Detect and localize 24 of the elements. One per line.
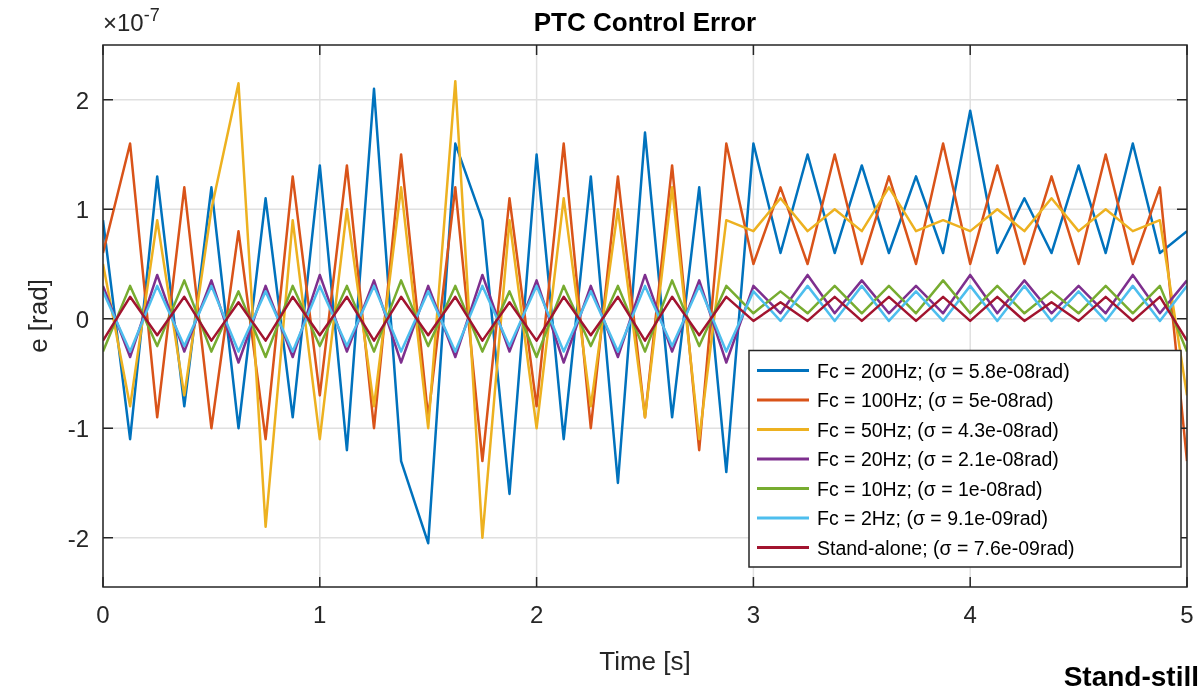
legend-label: Fc = 10Hz; (σ = 1e-08rad) bbox=[817, 477, 1043, 500]
x-tick-label: 2 bbox=[529, 601, 544, 628]
x-tick-label: 0 bbox=[96, 601, 110, 628]
legend-label: Fc = 100Hz; (σ = 5e-08rad) bbox=[817, 389, 1054, 411]
x-tick-label: 5 bbox=[1180, 601, 1194, 628]
y-tick-label: 1 bbox=[75, 196, 89, 224]
text: ×10$^{-7}$ bbox=[103, 5, 160, 36]
legend-label: Stand-alone; (σ = 7.6e-09rad) bbox=[817, 536, 1075, 559]
y-axis-title: e [rad] bbox=[23, 279, 53, 353]
legend-label: Fc = 200Hz; (σ = 5.8e-08rad) bbox=[817, 359, 1070, 382]
x-axis-title: Time [s] bbox=[599, 646, 691, 676]
line-series bbox=[103, 295, 1187, 342]
y-tick-label: -1 bbox=[67, 415, 89, 443]
y-tick-label: 0 bbox=[75, 305, 89, 333]
x-tick-label: 1 bbox=[313, 601, 327, 628]
legend-label: Fc = 2Hz; (σ = 9.1e-09rad) bbox=[817, 507, 1048, 529]
text: Stand-still bbox=[1063, 661, 1199, 688]
x-tick-label: 3 bbox=[746, 601, 761, 628]
chart-title: PTC Control Error bbox=[533, 7, 757, 37]
legend-label: Fc = 50Hz; (σ = 4.3e-08rad) bbox=[817, 418, 1059, 441]
y-tick-label: 2 bbox=[75, 86, 89, 114]
x-tick-label: 4 bbox=[963, 601, 977, 628]
legend-label: Fc = 20Hz; (σ = 2.1e-08rad) bbox=[817, 448, 1059, 470]
y-tick-label: -2 bbox=[67, 524, 89, 552]
